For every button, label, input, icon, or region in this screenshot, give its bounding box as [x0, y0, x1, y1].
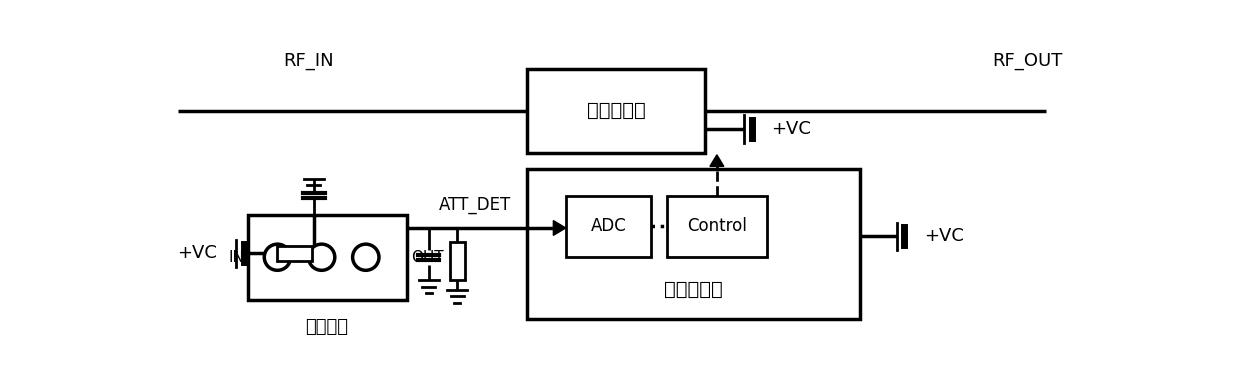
Text: ADC: ADC [590, 218, 626, 235]
Bar [527, 69, 706, 153]
Text: 插片插座: 插片插座 [305, 318, 348, 335]
Bar [667, 196, 768, 257]
Text: RF_OUT: RF_OUT [992, 52, 1063, 70]
Text: ATT_DET: ATT_DET [439, 196, 511, 214]
Polygon shape [553, 221, 565, 235]
Circle shape [264, 244, 290, 270]
Polygon shape [709, 155, 724, 166]
Circle shape [309, 244, 335, 270]
Circle shape [352, 244, 379, 270]
Bar [565, 196, 651, 257]
Text: 微控制单元: 微控制单元 [665, 280, 723, 299]
Bar [248, 215, 407, 299]
Text: +VC: +VC [176, 244, 217, 262]
Bar [449, 242, 465, 280]
Text: RF_IN: RF_IN [283, 52, 334, 70]
Text: IN: IN [228, 250, 244, 265]
Text: Control: Control [687, 218, 746, 235]
Text: 电调衰减器: 电调衰减器 [587, 102, 646, 121]
Bar [278, 246, 311, 261]
Text: +VC: +VC [924, 227, 963, 246]
Text: OUT: OUT [410, 250, 444, 265]
Bar [527, 169, 861, 319]
Text: +VC: +VC [771, 120, 811, 138]
